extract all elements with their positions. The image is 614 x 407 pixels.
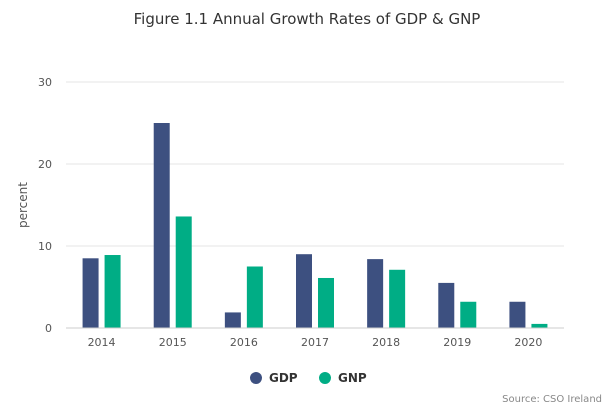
bar-gdp-2014[interactable] (82, 258, 99, 328)
legend-item-gdp[interactable]: GDP (250, 371, 298, 385)
x-tick-label: 2017 (301, 336, 329, 349)
x-tick-label: 2016 (230, 336, 258, 349)
bar-gdp-2017[interactable] (296, 254, 312, 328)
bar-gnp-2016[interactable] (246, 266, 263, 329)
y-tick-label: 30 (38, 76, 52, 89)
bar-gnp-2015[interactable] (175, 216, 192, 328)
x-axis-ticks: 2014 2015 2016 2017 2018 2019 2020 (88, 336, 543, 349)
y-tick-label: 0 (45, 322, 52, 335)
x-tick-label: 2015 (159, 336, 187, 349)
bar-gnp-2014[interactable] (104, 255, 121, 328)
chart-title: Figure 1.1 Annual Growth Rates of GDP & … (134, 10, 481, 28)
legend-label: GDP (269, 371, 298, 385)
bar-gdp-2020[interactable] (509, 301, 526, 328)
legend-marker (319, 372, 331, 384)
bar-gdp-2018[interactable] (367, 259, 384, 328)
y-axis-label: percent (16, 182, 30, 228)
bar-gdp-2015[interactable] (153, 123, 170, 328)
legend-marker (250, 372, 262, 384)
y-tick-label: 10 (38, 240, 52, 253)
x-tick-label: 2018 (372, 336, 400, 349)
bar-gdp-2019[interactable] (438, 282, 455, 328)
bar-gnp-2018[interactable] (389, 269, 406, 328)
x-tick-label: 2020 (514, 336, 542, 349)
legend: GDP GNP (250, 371, 367, 385)
bar-gnp-2019[interactable] (460, 301, 477, 328)
gridlines (66, 81, 564, 247)
bar-gnp-2017[interactable] (318, 277, 334, 328)
legend-label: GNP (338, 371, 367, 385)
x-tick-label: 2019 (443, 336, 471, 349)
bar-gnp-2020[interactable] (531, 323, 548, 328)
x-tick-label: 2014 (88, 336, 116, 349)
source-note: Source: CSO Ireland (502, 394, 602, 405)
legend-item-gnp[interactable]: GNP (319, 371, 367, 385)
bars (82, 123, 548, 329)
bar-gdp-2016[interactable] (224, 312, 241, 328)
y-tick-label: 20 (38, 158, 52, 171)
y-axis-ticks: 0 10 20 30 (38, 76, 52, 335)
